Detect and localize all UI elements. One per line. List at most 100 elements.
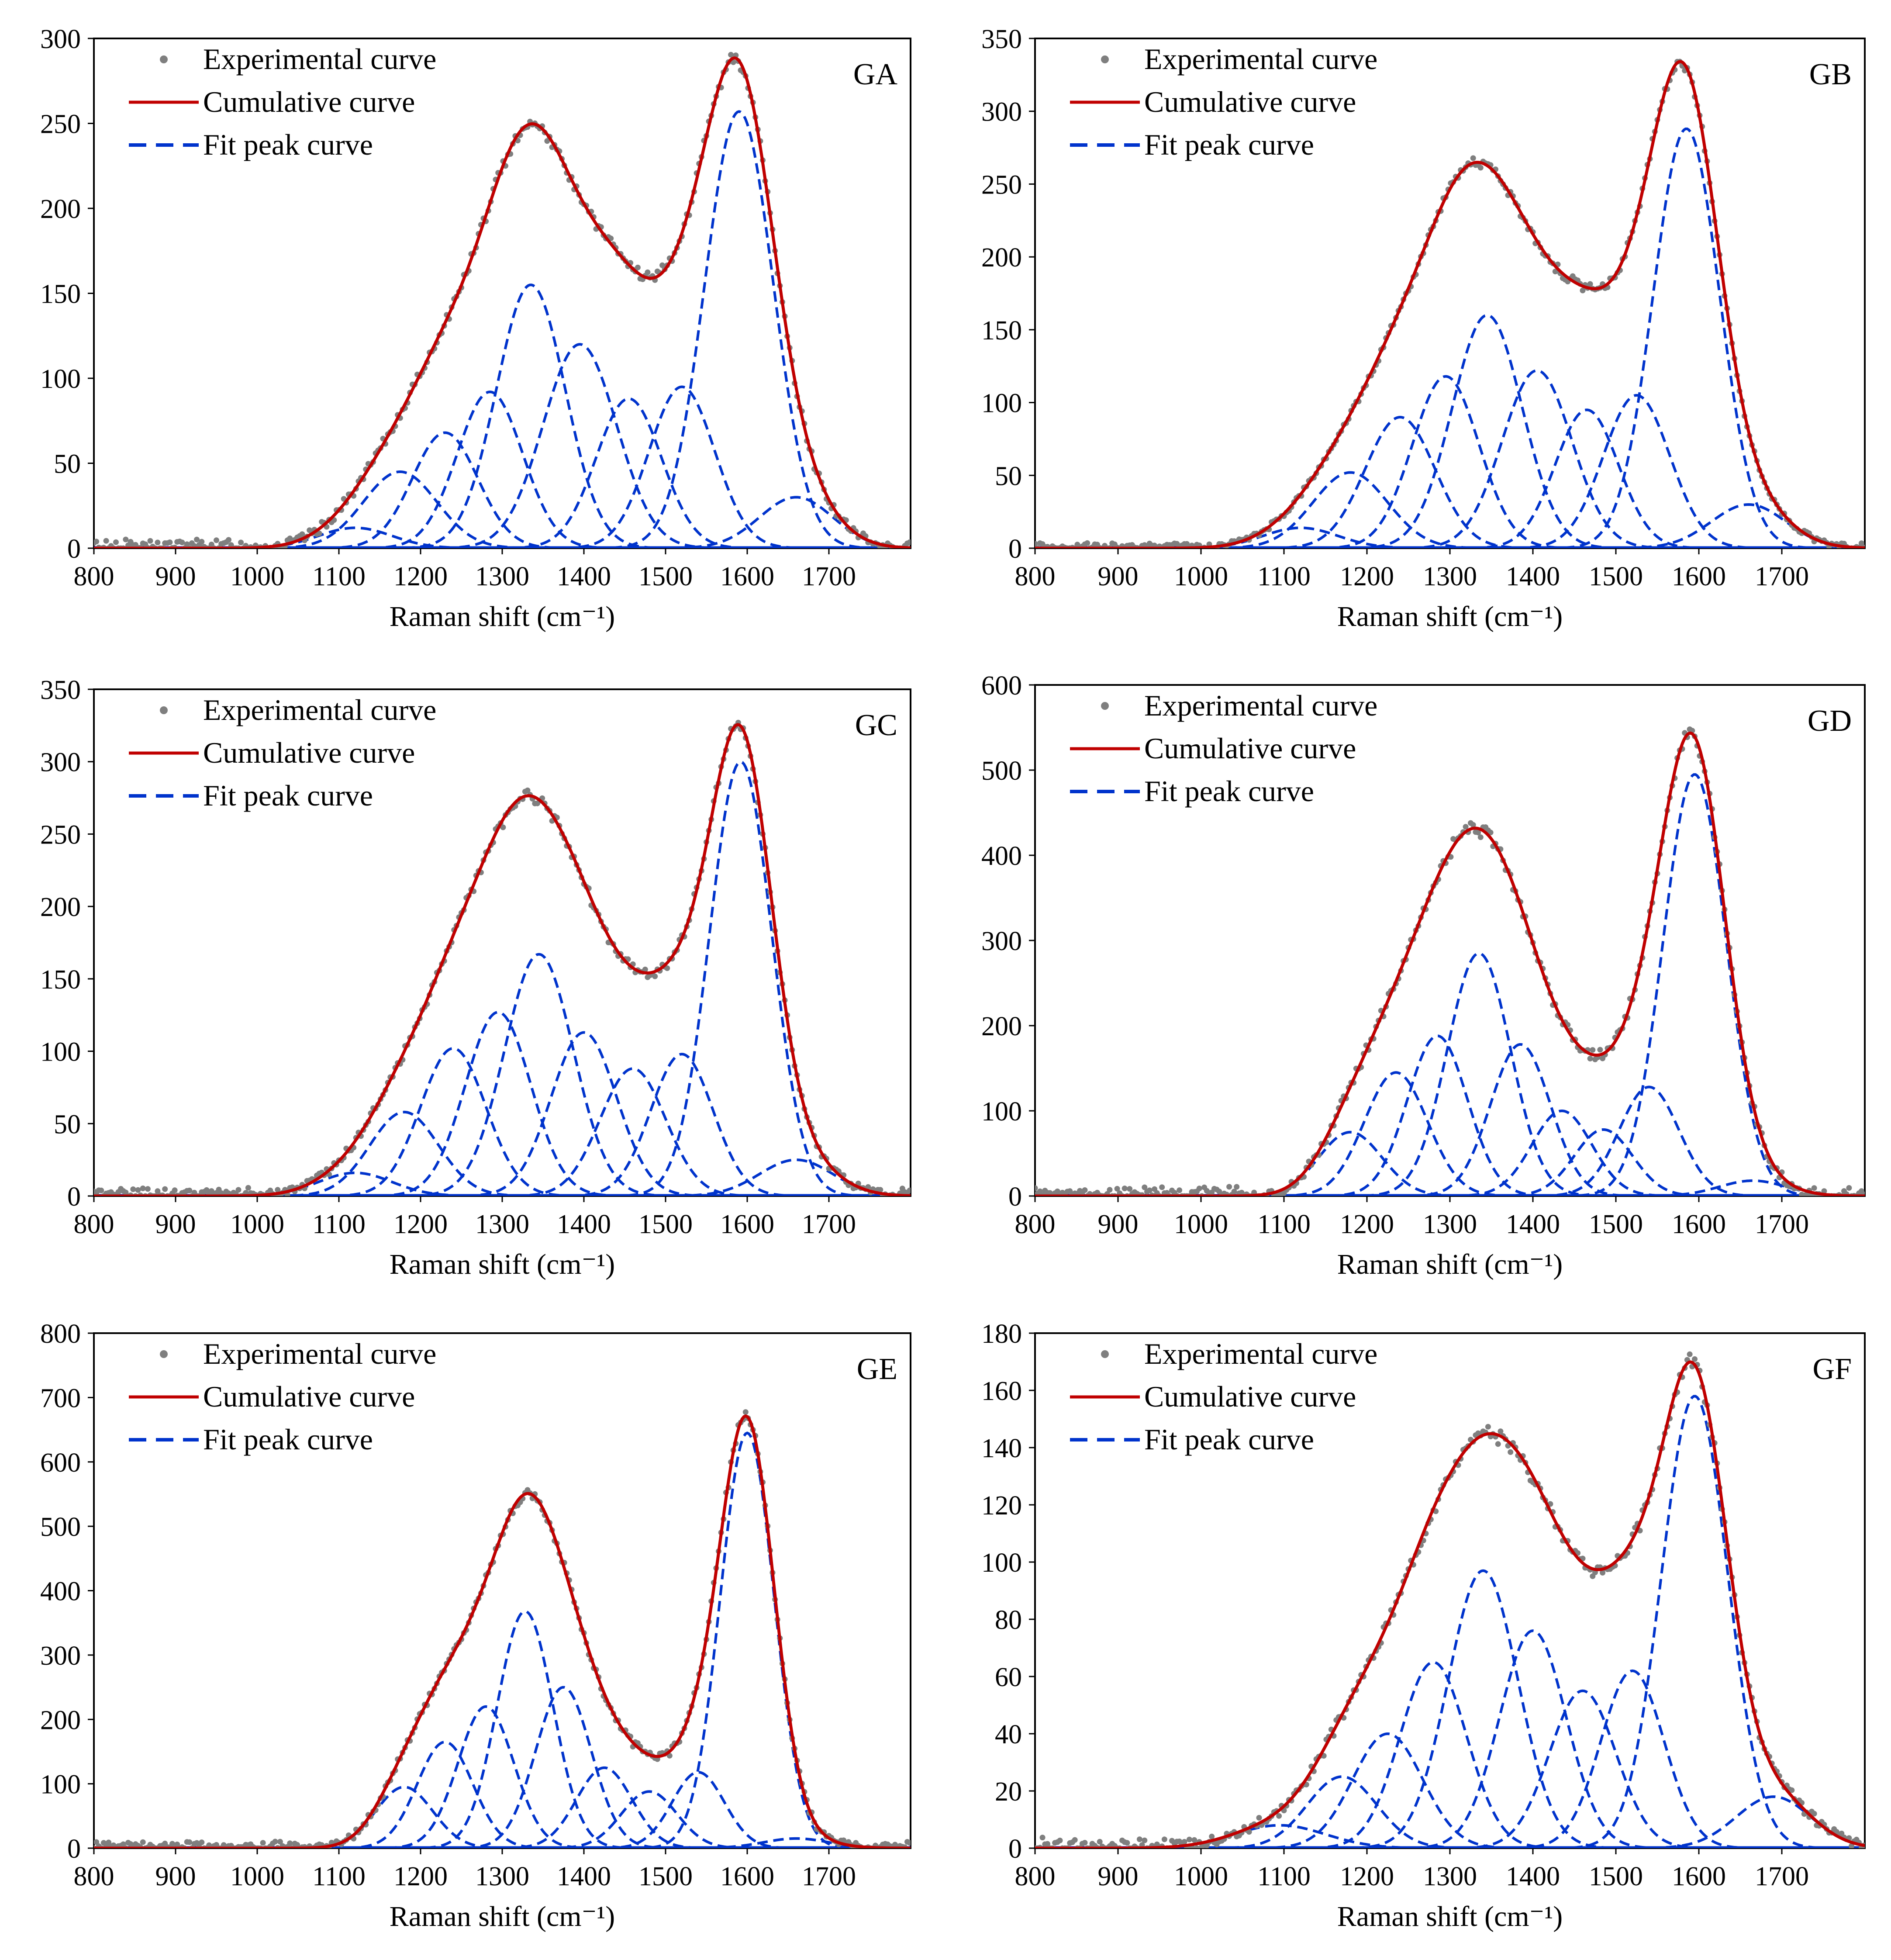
experimental-point (98, 1187, 104, 1193)
y-tick-label: 300 (981, 926, 1022, 956)
experimental-point (199, 1839, 205, 1846)
fit-peak-2 (247, 470, 553, 548)
fit-peak-3 (370, 1705, 602, 1848)
experimental-point (155, 539, 161, 546)
fit-peak-8 (1498, 394, 1775, 548)
experimental-point (172, 1187, 178, 1193)
x-tick-label: 1000 (1174, 562, 1228, 591)
experimental-point (1590, 1047, 1596, 1053)
experimental-point (865, 1184, 871, 1190)
y-tick-label: 0 (1008, 534, 1022, 564)
legend-experimental-label: Experimental curve (203, 693, 436, 726)
experimental-point (1226, 1184, 1232, 1190)
experimental-point (1276, 1813, 1282, 1819)
experimental-point (135, 1187, 141, 1193)
x-tick-label: 1300 (1423, 1862, 1477, 1891)
y-tick-label: 300 (40, 24, 81, 54)
fit-peak-9 (634, 1431, 860, 1848)
cumulative-curve (94, 1414, 911, 1848)
experimental-point (1035, 1185, 1038, 1191)
x-axis-title: Raman shift (cm⁻¹) (390, 601, 615, 633)
panel-label: GD (1808, 704, 1852, 738)
experimental-point (1082, 1840, 1088, 1846)
cumulative-curve (94, 723, 911, 1196)
x-tick-label: 1100 (1257, 1862, 1311, 1891)
experimental-point (1470, 155, 1476, 161)
legend-experimental-marker (160, 55, 168, 63)
y-tick-label: 500 (40, 1512, 81, 1542)
experimental-point (123, 536, 129, 543)
experimental-point (1231, 1189, 1237, 1195)
y-tick-label: 140 (981, 1434, 1022, 1463)
fit-peak-4 (409, 1610, 641, 1848)
x-tick-label: 900 (1098, 1862, 1139, 1891)
experimental-point (140, 1186, 146, 1191)
experimental-point (94, 539, 100, 545)
x-tick-label: 800 (74, 562, 114, 591)
y-tick-label: 180 (981, 1319, 1022, 1349)
experimental-point (1487, 830, 1494, 836)
experimental-point (1159, 1184, 1165, 1190)
y-tick-label: 150 (981, 316, 1022, 346)
y-tick-label: 100 (40, 1037, 81, 1067)
legend-fit-label: Fit peak curve (203, 128, 373, 161)
experimental-point (214, 537, 219, 543)
experimental-point (1035, 541, 1038, 547)
experimental-point (1161, 1836, 1167, 1842)
experimental-series (94, 1409, 911, 1848)
x-axis-title: Raman shift (cm⁻¹) (1337, 1248, 1563, 1280)
legend-cumulative-label: Cumulative curve (1144, 732, 1356, 765)
x-tick-label: 900 (155, 562, 196, 591)
x-tick-label: 1500 (638, 1862, 693, 1891)
fit-peak-5 (1342, 314, 1632, 548)
legend-cumulative-label: Cumulative curve (1144, 85, 1356, 118)
legend: Experimental curve Cumulative curve Fit pe… (1070, 689, 1377, 808)
x-tick-label: 1200 (393, 1862, 448, 1891)
plot-area (94, 52, 911, 548)
x-tick-label: 800 (74, 1862, 114, 1891)
y-tick-label: 80 (995, 1605, 1022, 1635)
experimental-point (907, 1187, 911, 1193)
experimental-point (130, 1186, 136, 1192)
x-tick-label: 1000 (230, 1862, 284, 1891)
experimental-point (652, 973, 658, 979)
legend: Experimental curve Cumulative curve Fit pe… (129, 693, 436, 812)
experimental-point (140, 1839, 146, 1845)
x-tick-label: 900 (155, 1210, 196, 1239)
fit-peak-5 (1337, 1569, 1629, 1848)
y-tick-label: 50 (995, 461, 1022, 491)
legend-cumulative-label: Cumulative curve (203, 1380, 415, 1413)
fit-peak-7 (1445, 1689, 1721, 1848)
experimental-point (179, 539, 185, 546)
experimental-point (1495, 1441, 1501, 1447)
experimental-point (664, 965, 670, 971)
fit-peak-10 (1617, 1795, 1865, 1848)
experimental-point (1136, 1836, 1142, 1842)
experimental-point (1084, 540, 1090, 546)
plot-area (94, 719, 911, 1196)
fit-peak-6 (1436, 1110, 1687, 1196)
experimental-point (287, 1840, 293, 1846)
legend-experimental-marker (1101, 702, 1109, 710)
y-tick-label: 400 (40, 1577, 81, 1607)
experimental-point (1821, 1188, 1827, 1194)
x-tick-label: 800 (1015, 1862, 1056, 1891)
y-tick-label: 0 (67, 534, 81, 564)
experimental-point (1552, 269, 1558, 274)
panel-label: GF (1813, 1352, 1852, 1386)
experimental-point (1107, 1187, 1113, 1193)
plot-area (1035, 726, 1865, 1196)
plot-area (1035, 1351, 1865, 1848)
y-tick-label: 500 (981, 756, 1022, 786)
fit-peak-4 (1307, 375, 1584, 548)
fit-peak-2 (1194, 471, 1507, 548)
y-tick-label: 50 (54, 449, 81, 479)
x-tick-label: 1500 (1589, 562, 1643, 591)
x-tick-label: 1400 (557, 1862, 611, 1891)
experimental-point (1142, 1837, 1148, 1843)
y-tick-label: 120 (981, 1491, 1022, 1521)
experimental-point (1057, 1837, 1063, 1843)
y-tick-label: 600 (40, 1448, 81, 1478)
x-tick-label: 800 (74, 1210, 114, 1239)
experimental-point (226, 537, 231, 543)
